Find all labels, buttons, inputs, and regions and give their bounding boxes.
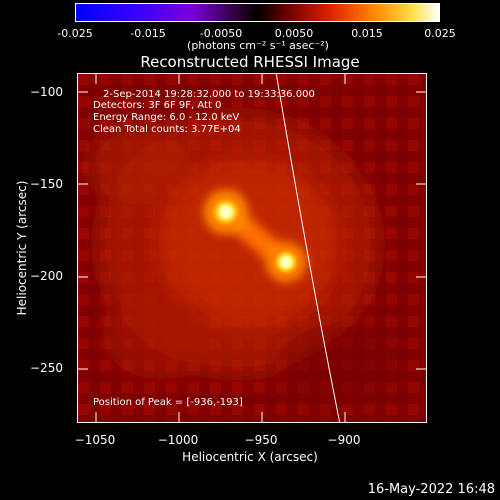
- colorbar-tick-label: -0.0050: [199, 27, 243, 40]
- y-tick-label: −150: [30, 177, 63, 191]
- detectors-info: Detectors: 3F 6F 9F, Att 0: [93, 100, 222, 111]
- clean-total-counts: Clean Total counts: 3.77E+04: [93, 124, 241, 135]
- colorbar-tick-label: 0.015: [351, 27, 383, 40]
- y-axis-label: Heliocentric Y (arcsec): [15, 180, 29, 316]
- colorbar: [75, 3, 440, 22]
- solar-image: [77, 73, 427, 423]
- image-title: Reconstructed RHESSI Image: [140, 53, 360, 71]
- date-stamp: 16-May-2022 16:48: [367, 482, 495, 497]
- solar-image-canvas: [78, 74, 426, 422]
- y-tick-label: −250: [30, 361, 63, 375]
- solar-limb: [275, 74, 341, 422]
- x-tick-label: −950: [244, 433, 278, 447]
- colorbar-tick-label: -0.015: [130, 27, 166, 40]
- x-axis-label: Heliocentric X (arcsec): [182, 450, 318, 464]
- colorbar-tick-label: 0.025: [424, 27, 456, 40]
- peak-position: Position of Peak = [-936,-193]: [93, 397, 243, 408]
- y-tick-label: −100: [30, 85, 63, 99]
- colorbar-tick-label: 0.0050: [274, 27, 314, 40]
- colorbar-units: (photons cm⁻² s⁻¹ asec⁻²): [187, 39, 329, 52]
- energy-range: Energy Range: 6.0 - 12.0 keV: [93, 112, 240, 123]
- time-range: 2-Sep-2014 19:28:32.000 to 19:33:36.000: [103, 89, 315, 100]
- y-tick-label: −200: [30, 269, 63, 283]
- x-tick-label: −1000: [157, 433, 199, 447]
- colorbar-gradient: [76, 4, 439, 21]
- x-tick-label: −1050: [74, 433, 116, 447]
- x-tick-label: −900: [327, 433, 361, 447]
- colorbar-tick-label: -0.025: [57, 27, 93, 40]
